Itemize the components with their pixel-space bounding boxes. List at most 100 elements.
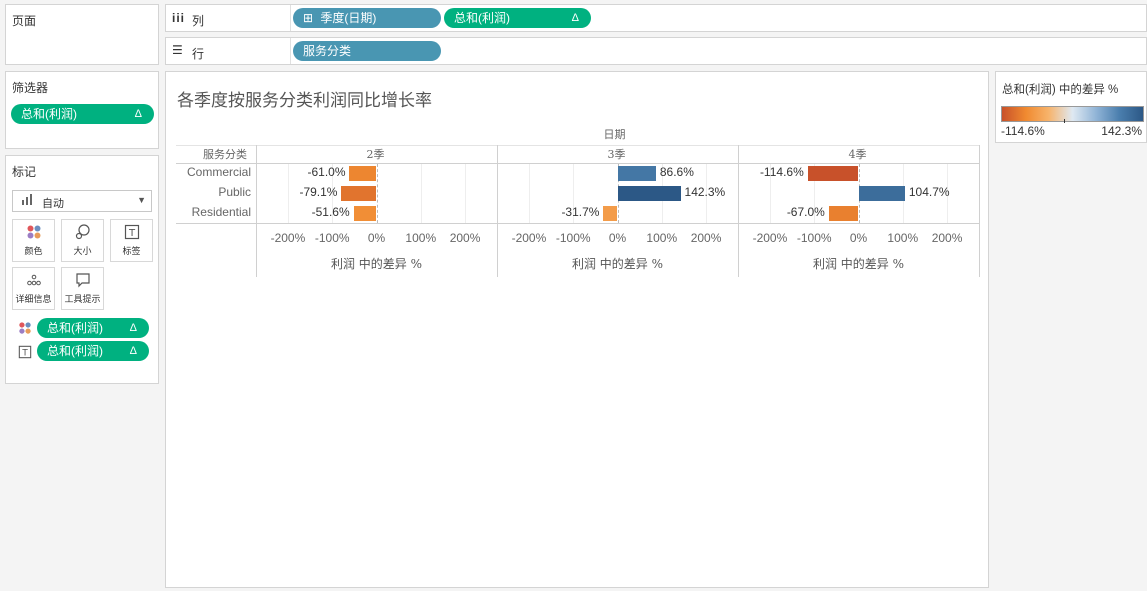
rows-shelf[interactable]: ☰ 行 服务分类: [165, 37, 1147, 65]
column-header-date: 日期: [603, 128, 626, 141]
label-encoding-icon: T: [18, 345, 32, 359]
detail-button[interactable]: 详细信息: [12, 267, 55, 310]
gridline: [420, 164, 422, 223]
delta-icon: Δ: [571, 12, 579, 24]
bar: [617, 185, 681, 201]
chevron-down-icon: ▼: [137, 195, 146, 205]
x-tick-label: 0%: [367, 231, 386, 245]
legend-max-label: 142.3%: [1101, 124, 1142, 138]
gridline: [287, 164, 289, 223]
delta-icon: Δ: [134, 108, 142, 120]
mark-type-dropdown[interactable]: 自动 ▼: [12, 190, 152, 212]
filters-panel[interactable]: 筛选器 总和(利润) Δ: [5, 71, 159, 149]
data-label: 86.6%: [659, 165, 694, 179]
legend-tick: [1064, 119, 1065, 123]
label-button[interactable]: T 标签: [110, 219, 153, 262]
rows-pill-service[interactable]: 服务分类: [293, 41, 441, 61]
panel-divider: [256, 145, 257, 277]
mark-type-label: 自动: [42, 198, 64, 210]
row-label: Public: [218, 185, 251, 199]
delta-icon: Δ: [129, 345, 137, 357]
x-tick-label: 0%: [608, 231, 627, 245]
rows-label: 行: [192, 47, 205, 61]
gridline: [332, 164, 334, 223]
x-tick-label: 0%: [849, 231, 868, 245]
columns-pill-profit-label: 总和(利润): [454, 11, 510, 25]
chart-title: 各季度按服务分类利润同比增长率: [177, 91, 432, 111]
detail-button-label: 详细信息: [15, 294, 52, 304]
gridline: [573, 164, 575, 223]
data-label: 104.7%: [908, 185, 950, 199]
columns-pill-quarter-label: 季度(日期): [320, 11, 377, 25]
x-tick-label: 200%: [931, 231, 963, 245]
x-tick-label: 100%: [887, 231, 919, 245]
bar: [603, 205, 618, 221]
data-label: -61.0%: [307, 165, 346, 179]
header-top-line: [176, 163, 979, 164]
gridline: [814, 164, 816, 223]
legend-min-label: -114.6%: [1001, 124, 1045, 138]
color-legend: 总和(利润) 中的差异 % -114.6% 142.3%: [995, 71, 1147, 143]
x-tick-label: 200%: [449, 231, 481, 245]
row-header-service: 服务分类: [203, 148, 247, 161]
x-tick-label: -200%: [511, 231, 547, 245]
color-button[interactable]: 颜色: [12, 219, 55, 262]
row-label: Commercial: [186, 165, 251, 179]
rows-icon: ☰: [172, 43, 183, 57]
columns-pill-quarter[interactable]: ⊞ 季度(日期): [293, 8, 441, 28]
chart-area: 日期 服务分类 Commercial Public Residential 2季 -61.0…: [166, 72, 988, 587]
color-button-label: 颜色: [24, 246, 43, 256]
x-tick-label: 100%: [646, 231, 678, 245]
filter-pill-profit[interactable]: 总和(利润) Δ: [11, 104, 154, 124]
size-button-label: 大小: [73, 246, 92, 256]
plot-bottom-line: [176, 223, 979, 224]
bar: [353, 205, 377, 221]
x-tick-label: -100%: [555, 231, 591, 245]
plus-box-icon: ⊞: [303, 11, 314, 25]
label-encoding-pill[interactable]: 总和(利润) Δ: [37, 341, 149, 361]
header-upper-line: [176, 145, 979, 146]
x-tick-label: -100%: [314, 231, 350, 245]
filter-pill-label: 总和(利润): [21, 107, 77, 121]
x-axis-title: 利润 中的差异 %: [330, 257, 423, 271]
columns-shelf[interactable]: iii 列 ⊞ 季度(日期) 总和(利润) Δ: [165, 4, 1147, 32]
marks-title: 标记: [12, 165, 37, 179]
rows-pill-service-label: 服务分类: [303, 44, 352, 58]
tooltip-button[interactable]: 工具提示: [61, 267, 104, 310]
color-encoding-pill[interactable]: 总和(利润) Δ: [37, 318, 149, 338]
columns-label: 列: [192, 14, 205, 28]
pages-title: 页面: [12, 14, 37, 28]
marks-panel: 标记 自动 ▼ 颜色 大小 T 标签 详细信息 工具提示: [5, 155, 159, 384]
label-icon: T: [111, 224, 152, 243]
x-tick-label: 200%: [690, 231, 722, 245]
bar: [617, 165, 656, 181]
color-encoding-icon: [18, 321, 32, 335]
bar: [349, 165, 377, 181]
data-label: -51.6%: [311, 205, 350, 219]
bar: [858, 185, 905, 201]
gridline: [947, 164, 949, 223]
delta-icon: Δ: [129, 322, 137, 334]
panel-divider: [738, 145, 739, 277]
color-icon: [13, 224, 54, 243]
gridline: [706, 164, 708, 223]
pages-panel: 页面: [5, 4, 159, 65]
columns-pill-profit[interactable]: 总和(利润) Δ: [444, 8, 591, 28]
view-canvas: 各季度按服务分类利润同比增长率 日期 服务分类 Commercial Public Re…: [165, 71, 989, 588]
x-axis-title: 利润 中的差异 %: [571, 257, 664, 271]
detail-icon: [13, 272, 54, 291]
bar: [807, 165, 859, 181]
bar: [828, 205, 859, 221]
panel-header-quarter: 2季: [366, 148, 385, 161]
gridline: [528, 164, 530, 223]
columns-icon: iii: [172, 11, 186, 25]
color-encoding-label: 总和(利润): [47, 321, 103, 335]
x-tick-label: -100%: [796, 231, 832, 245]
label-encoding-label: 总和(利润): [47, 344, 103, 358]
x-axis-title: 利润 中的差异 %: [812, 257, 905, 271]
x-tick-label: 100%: [405, 231, 437, 245]
label-button-label: 标签: [122, 246, 141, 256]
tooltip-button-label: 工具提示: [64, 294, 101, 304]
data-label: -67.0%: [786, 205, 825, 219]
size-button[interactable]: 大小: [61, 219, 104, 262]
